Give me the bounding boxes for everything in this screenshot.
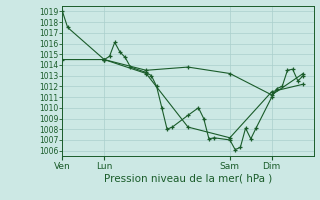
X-axis label: Pression niveau de la mer( hPa ): Pression niveau de la mer( hPa )	[104, 173, 272, 183]
